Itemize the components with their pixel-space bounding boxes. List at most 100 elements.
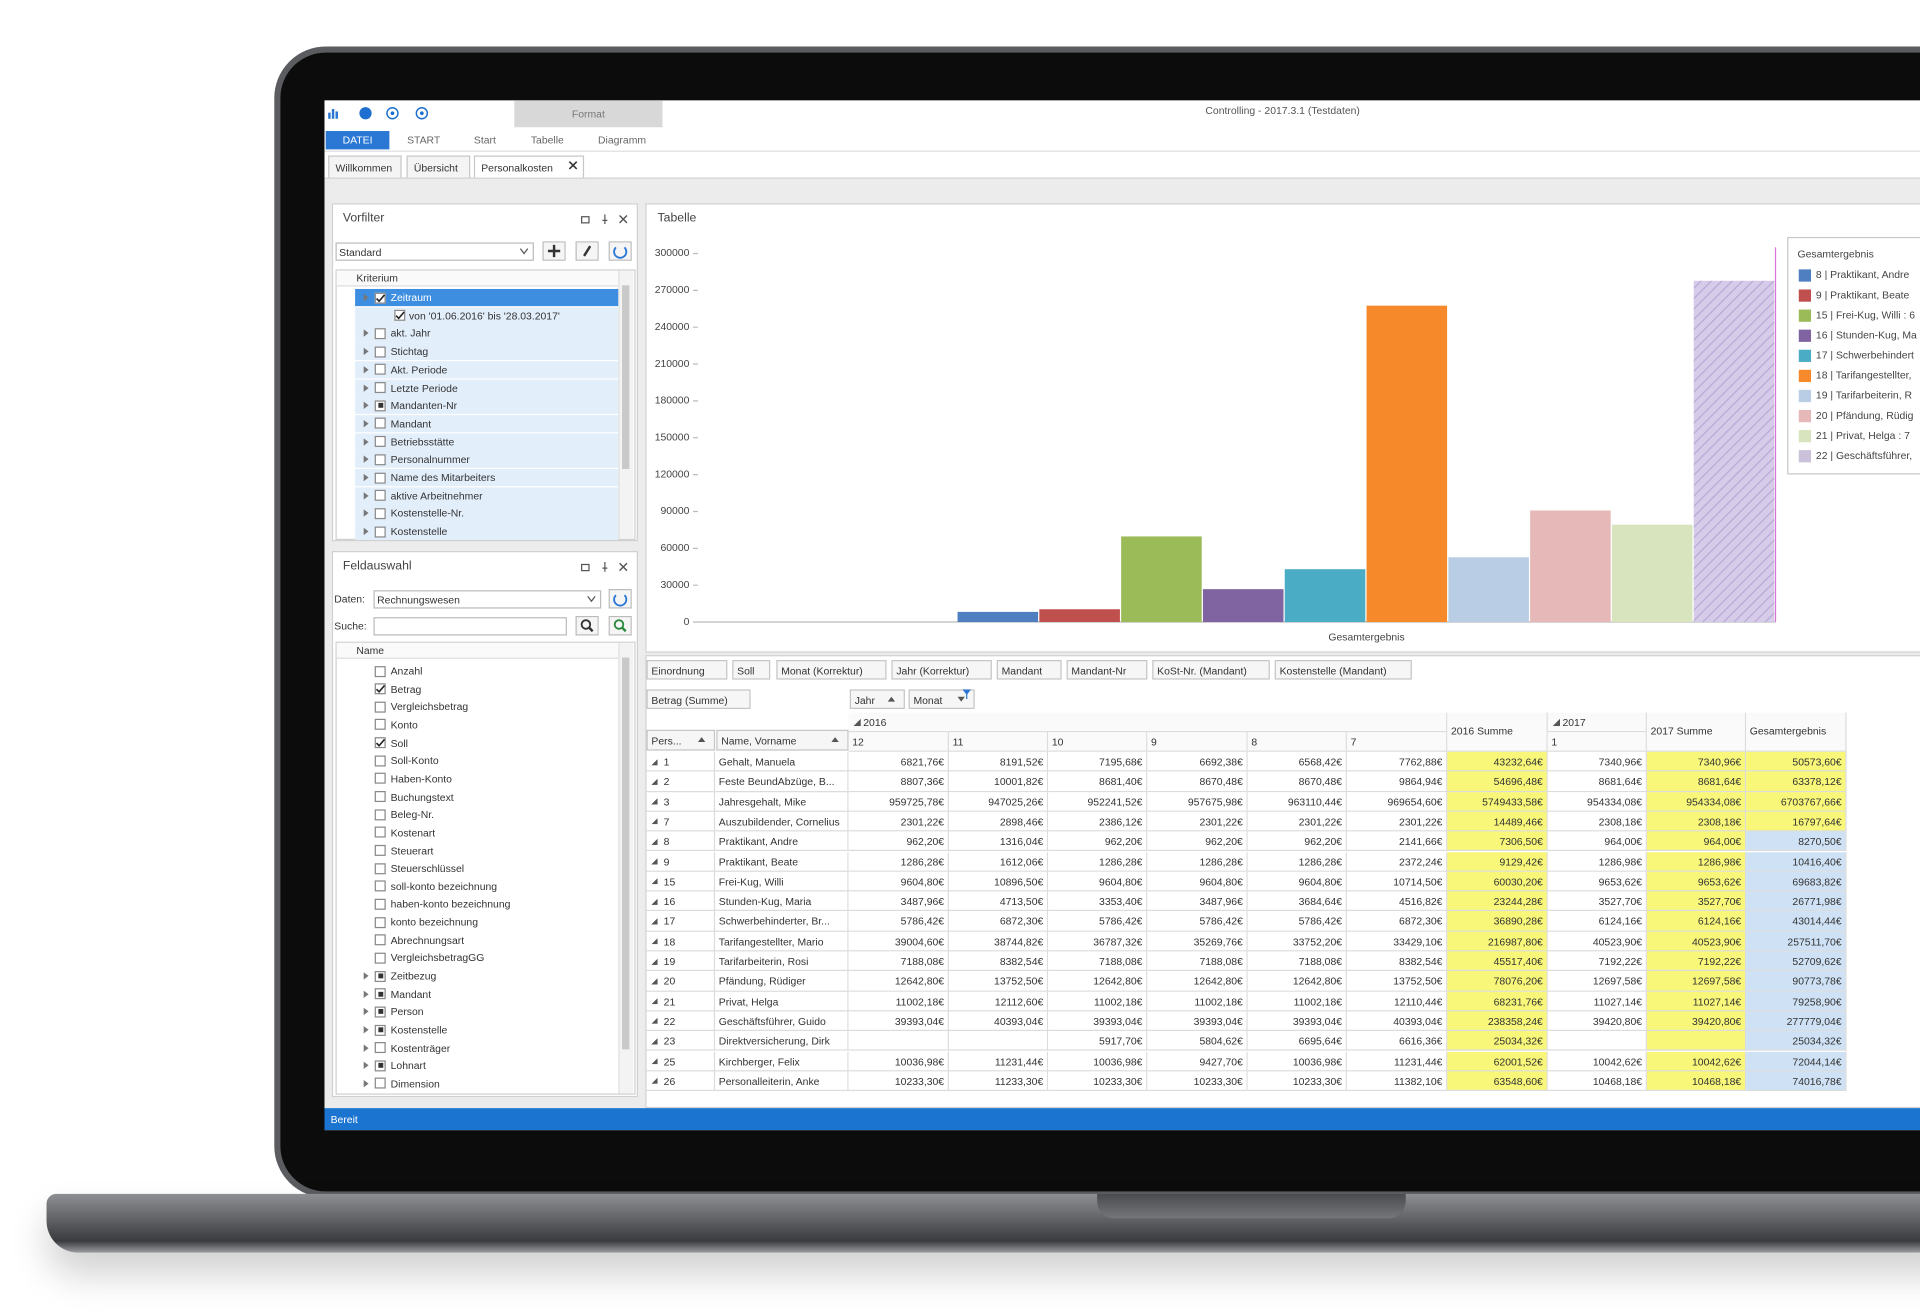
panel-pin[interactable] [600, 214, 610, 225]
checkbox[interactable] [374, 737, 386, 749]
tree-expander[interactable] [363, 383, 369, 392]
checkbox[interactable] [374, 862, 386, 874]
row-id[interactable]: 17 [646, 911, 716, 932]
tree-row[interactable] [355, 324, 619, 343]
tree-expander[interactable] [363, 1026, 369, 1034]
row-field[interactable]: Name, Vorname [716, 729, 849, 751]
quick-access-icon[interactable] [359, 107, 372, 120]
row-expander[interactable] [651, 858, 658, 865]
checkbox[interactable] [374, 773, 386, 785]
tree-row[interactable] [355, 522, 619, 541]
field-item-label[interactable]: Steuerart [390, 844, 434, 857]
tree-item-label[interactable]: Name des Mitarbeiters [390, 471, 496, 484]
row-id[interactable]: 22 [646, 1011, 716, 1032]
checkbox[interactable] [374, 1006, 386, 1018]
checkbox[interactable] [374, 472, 386, 484]
checkbox[interactable] [374, 952, 386, 964]
row-id[interactable]: 9 [646, 851, 716, 872]
tree-item-label[interactable]: Personalnummer [390, 453, 470, 466]
checkbox[interactable] [374, 844, 386, 856]
field-item-label[interactable]: Kostenart [390, 826, 436, 839]
row-id[interactable]: 18 [646, 931, 716, 952]
checkbox[interactable] [374, 791, 386, 803]
tree-expander[interactable] [363, 1008, 369, 1016]
tree-expander[interactable] [363, 1061, 369, 1070]
row-expander[interactable] [651, 938, 658, 945]
row-expander[interactable] [651, 978, 658, 985]
tree-item-label[interactable]: Kostenstelle [390, 525, 448, 538]
row-name[interactable]: Frei-Kug, Willi [715, 871, 849, 892]
tree-expander[interactable] [363, 329, 369, 338]
tree-item-label[interactable]: Mandant [390, 417, 432, 430]
data-field[interactable]: Betrag (Summe) [646, 689, 751, 709]
checkbox[interactable] [374, 755, 386, 767]
checkbox[interactable] [374, 880, 386, 892]
ribbon-tab[interactable]: Tabelle [530, 133, 564, 146]
tool-button[interactable] [608, 588, 632, 609]
tree-row[interactable] [355, 360, 619, 379]
tree-row[interactable] [355, 414, 619, 433]
quick-access-icon[interactable] [327, 107, 340, 120]
tree-row[interactable] [355, 486, 619, 505]
tree-item-label[interactable]: akt. Jahr [390, 327, 431, 340]
tool-button[interactable] [575, 615, 599, 636]
field-item-label[interactable]: Abrechnungsart [390, 933, 465, 947]
filter-icon[interactable] [962, 689, 972, 700]
row-id[interactable]: 21 [646, 991, 716, 1012]
tree-item-label[interactable]: von '01.06.2016' bis '28.03.2017' [408, 309, 560, 322]
tool-button[interactable] [542, 241, 566, 261]
row-name[interactable]: Direktversicherung, Dirk [715, 1031, 849, 1052]
column-field[interactable]: Jahr [849, 689, 905, 709]
dropdown-arrow[interactable] [519, 247, 529, 255]
column-field[interactable]: Monat [908, 689, 975, 709]
tree-row[interactable] [355, 468, 619, 487]
tree-expander[interactable] [363, 491, 369, 500]
row-name[interactable]: Tarifarbeiterin, Rosi [715, 951, 849, 972]
panel-pin[interactable] [600, 562, 610, 572]
checkbox[interactable] [374, 526, 386, 538]
row-name[interactable]: Pfändung, Rüdiger [715, 971, 849, 992]
doc-tab[interactable]: Willkommen [328, 155, 402, 178]
row-name[interactable]: Jahresgehalt, Mike [715, 791, 849, 812]
year-header[interactable]: 2017 [1547, 712, 1647, 733]
tree-expander[interactable] [363, 990, 369, 998]
field-item-label[interactable]: Buchungstext [390, 790, 454, 803]
doc-tab-close[interactable] [568, 160, 578, 170]
data-dropdown[interactable]: Rechnungswesen [373, 590, 602, 609]
checkbox[interactable] [374, 400, 386, 412]
row-name[interactable]: Stunden-Kug, Maria [715, 891, 849, 912]
tree-row[interactable] [355, 378, 619, 397]
row-expander[interactable] [651, 1077, 658, 1085]
tree-row[interactable] [355, 288, 619, 307]
tree-item-label[interactable]: Mandanten-Nr [390, 399, 458, 412]
checkbox[interactable] [374, 292, 386, 304]
row-id[interactable]: 2 [646, 771, 716, 792]
checkbox[interactable] [374, 490, 386, 502]
year-header[interactable]: 2016 [848, 712, 1448, 733]
checkbox[interactable] [374, 701, 386, 713]
row-name[interactable]: Schwerbehinderter, Br... [715, 911, 849, 932]
checkbox[interactable] [374, 934, 386, 946]
checkbox[interactable] [374, 719, 386, 731]
field-item-label[interactable]: Zeitbezug [390, 969, 437, 983]
checkbox[interactable] [374, 988, 386, 1000]
row-name[interactable]: Personalleiterin, Anke [715, 1071, 849, 1092]
row-expander[interactable] [651, 898, 658, 905]
filter-field[interactable]: Einordnung [646, 660, 728, 680]
row-id[interactable]: 23 [646, 1031, 716, 1052]
ribbon-tab[interactable]: START [407, 133, 441, 146]
tool-button[interactable] [608, 615, 632, 636]
tree-expander[interactable] [363, 437, 369, 446]
tool-button[interactable] [608, 241, 632, 261]
field-item-label[interactable]: Kostenstelle [390, 1023, 448, 1036]
search-input[interactable] [373, 617, 567, 636]
tree-item-label[interactable]: Letzte Periode [390, 381, 458, 394]
field-item-label[interactable]: Lohnart [390, 1059, 426, 1072]
tree-row[interactable] [355, 504, 619, 523]
field-item-label[interactable]: Mandant [390, 987, 432, 1001]
field-item-label[interactable]: Kostenträger [390, 1041, 451, 1054]
row-id[interactable]: 3 [646, 791, 716, 812]
checkbox[interactable] [374, 1078, 386, 1090]
checkbox[interactable] [374, 665, 386, 677]
checkbox[interactable] [374, 382, 386, 394]
